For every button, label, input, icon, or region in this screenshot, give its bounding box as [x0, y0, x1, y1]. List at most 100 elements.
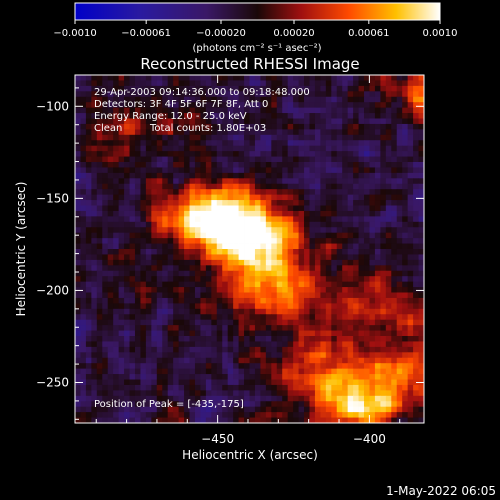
heatmap-cell — [80, 314, 87, 321]
heatmap-cell — [162, 276, 169, 283]
heatmap-cell — [249, 303, 256, 310]
heatmap-cell — [194, 145, 201, 152]
y-tick-label: −150 — [36, 191, 69, 205]
heatmap-cell — [265, 123, 272, 130]
heatmap-cell — [80, 96, 87, 103]
heatmap-cell — [238, 341, 245, 348]
heatmap-cell — [287, 374, 294, 380]
heatmap-cell — [244, 123, 250, 130]
heatmap-cell — [118, 123, 125, 130]
heatmap-cell — [216, 156, 223, 163]
y-axis-label: Heliocentric Y (arcsec) — [14, 182, 28, 317]
heatmap-cell — [205, 151, 212, 157]
heatmap-cell — [124, 330, 130, 337]
heatmap-cell — [304, 194, 310, 201]
heatmap-cell — [320, 265, 327, 272]
heatmap-cell — [396, 167, 403, 174]
heatmap-cell — [102, 227, 109, 234]
heatmap-cell — [402, 374, 409, 380]
heatmap-cell — [391, 96, 398, 103]
heatmap-cell — [227, 96, 234, 103]
heatmap-cell — [336, 102, 343, 109]
heatmap-cell — [205, 113, 212, 119]
heatmap-cell — [80, 134, 87, 141]
heatmap-cell — [314, 287, 321, 293]
heatmap-cell — [162, 374, 169, 380]
heatmap-cell — [80, 151, 87, 157]
heatmap-cell — [194, 85, 201, 92]
heatmap-cell — [140, 390, 147, 397]
heatmap-cell — [287, 183, 294, 190]
heatmap-cell — [85, 205, 92, 212]
heatmap-cell — [113, 85, 120, 92]
heatmap-cell — [227, 118, 234, 125]
heatmap-cell — [145, 401, 152, 408]
heatmap-cell — [211, 200, 218, 206]
heatmap-cell — [244, 254, 250, 261]
heatmap-cell — [265, 107, 272, 114]
heatmap-cell — [80, 205, 87, 212]
heatmap-cell — [75, 243, 81, 250]
heatmap-cell — [325, 178, 332, 185]
heatmap-cell — [216, 287, 223, 293]
heatmap-cell — [140, 303, 147, 310]
heatmap-cell — [407, 325, 414, 331]
heatmap-cell — [211, 314, 218, 321]
heatmap-cell — [244, 249, 250, 255]
heatmap-cell — [184, 308, 190, 315]
heatmap-cell — [254, 194, 261, 201]
heatmap-cell — [249, 346, 256, 353]
heatmap-cell — [385, 140, 392, 147]
heatmap-cell — [282, 85, 289, 92]
heatmap-cell — [254, 210, 261, 217]
heatmap-cell — [353, 390, 359, 397]
heatmap-cell — [336, 172, 343, 179]
heatmap-cell — [325, 297, 332, 304]
heatmap-cell — [129, 308, 136, 315]
heatmap-cell — [205, 167, 212, 174]
heatmap-cell — [140, 205, 147, 212]
heatmap-cell — [113, 162, 120, 168]
heatmap-cell — [173, 113, 180, 119]
heatmap-cell — [91, 374, 98, 380]
heatmap-cell — [314, 406, 321, 413]
heatmap-cell — [227, 243, 234, 250]
heatmap-cell — [265, 205, 272, 212]
heatmap-cell — [107, 270, 114, 277]
heatmap-cell — [189, 265, 196, 272]
heatmap-cell — [184, 352, 190, 359]
heatmap-cell — [233, 123, 239, 130]
heatmap-cell — [173, 297, 180, 304]
heatmap-cell — [418, 80, 424, 87]
heatmap-cell — [413, 75, 419, 81]
heatmap-cell — [293, 319, 299, 326]
heatmap-cell — [80, 194, 87, 201]
heatmap-cell — [413, 384, 419, 391]
heatmap-cell — [353, 167, 359, 174]
heatmap-cell — [282, 167, 289, 174]
heatmap-cell — [391, 287, 398, 293]
heatmap-cell — [80, 189, 87, 196]
heatmap-cell — [391, 75, 398, 81]
heatmap-cell — [413, 172, 419, 179]
heatmap-cell — [173, 303, 180, 310]
heatmap-cell — [216, 303, 223, 310]
heatmap-cell — [200, 96, 207, 103]
heatmap-cell — [75, 210, 81, 217]
heatmap-cell — [129, 156, 136, 163]
heatmap-cell — [227, 379, 234, 386]
heatmap-cell — [369, 341, 376, 348]
heatmap-cell — [124, 363, 130, 370]
heatmap-cell — [364, 352, 370, 359]
heatmap-cell — [75, 129, 81, 136]
heatmap-cell — [358, 189, 365, 196]
heatmap-cell — [276, 134, 283, 141]
heatmap-cell — [402, 287, 409, 293]
heatmap-cell — [118, 183, 125, 190]
heatmap-cell — [227, 183, 234, 190]
heatmap-cell — [184, 297, 190, 304]
heatmap-cell — [320, 172, 327, 179]
heatmap-cell — [156, 368, 163, 375]
heatmap-cell — [374, 113, 381, 119]
heatmap-cell — [265, 395, 272, 402]
